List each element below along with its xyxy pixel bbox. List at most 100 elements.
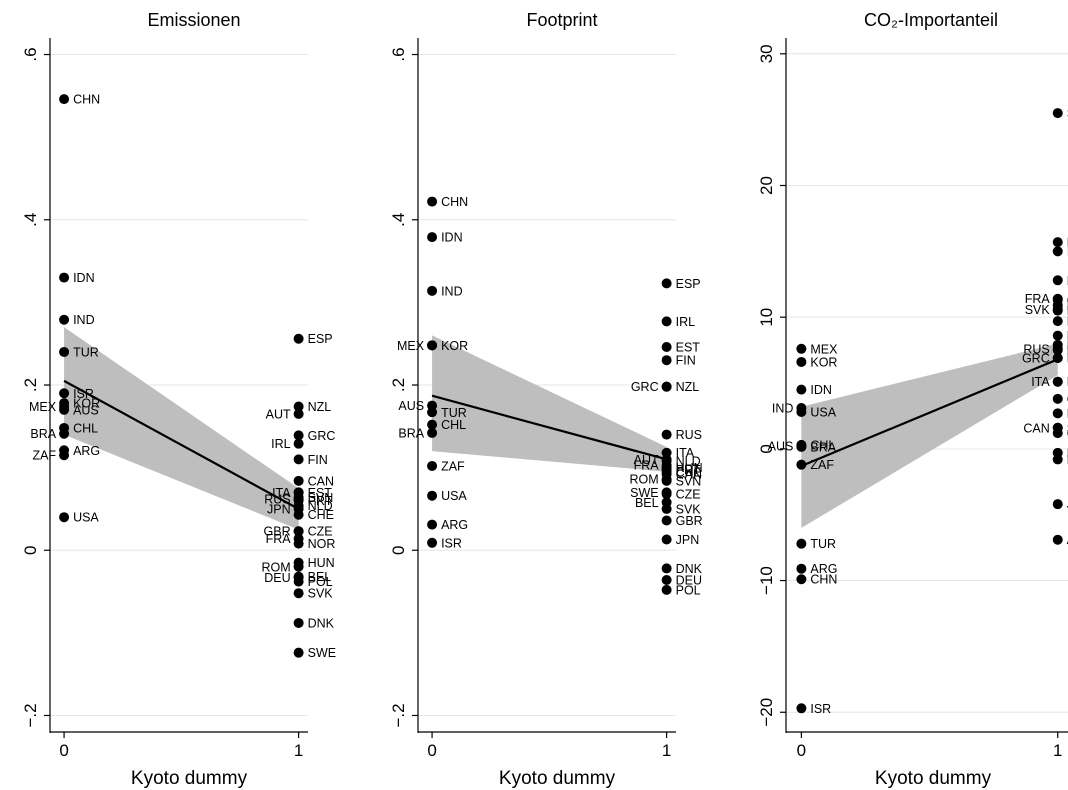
data-point <box>427 490 438 501</box>
point-label: CHE <box>676 465 702 479</box>
data-point <box>59 450 70 461</box>
point-label: ISR <box>441 536 462 550</box>
point-label: CHL <box>73 421 98 435</box>
point-label: PRT <box>308 494 333 508</box>
point-label: IRL <box>271 437 291 451</box>
y-tick-label: 30 <box>757 44 776 63</box>
y-tick-label: .6 <box>389 47 408 61</box>
data-point <box>661 316 672 327</box>
point-label: CHN <box>810 573 837 587</box>
data-point <box>661 475 672 486</box>
data-point <box>427 460 438 471</box>
point-label: IND <box>772 402 794 416</box>
point-label: ZAF <box>810 458 834 472</box>
data-point <box>661 355 672 366</box>
data-point <box>796 574 807 585</box>
point-label: BEL <box>1067 329 1068 343</box>
point-label: POL <box>676 583 701 597</box>
point-label: TUR <box>73 345 99 359</box>
point-label: POL <box>308 575 333 589</box>
point-label: ITA <box>272 486 291 500</box>
data-point <box>427 196 438 207</box>
y-tick-label: −.2 <box>389 703 408 727</box>
point-label: MEX <box>29 400 57 414</box>
confidence-band <box>801 343 1058 528</box>
y-tick-label: .4 <box>389 213 408 227</box>
point-label: FRA <box>1025 292 1051 306</box>
point-label: ROM <box>1067 315 1068 329</box>
data-point <box>293 561 304 572</box>
data-point <box>796 563 807 574</box>
point-label: ESP <box>676 277 701 291</box>
data-point <box>796 406 807 417</box>
point-label: GRC <box>631 380 659 394</box>
data-point <box>293 408 304 419</box>
data-point <box>293 647 304 658</box>
data-point <box>293 588 304 599</box>
point-label: PRT <box>676 463 701 477</box>
y-tick-label: 10 <box>757 308 776 327</box>
point-label: CHL <box>441 418 466 432</box>
point-label: DEU <box>1067 446 1068 460</box>
data-point <box>427 427 438 438</box>
data-point <box>796 384 807 395</box>
data-point <box>427 537 438 548</box>
point-label: GRC <box>1022 352 1050 366</box>
point-label: HUN <box>1067 299 1068 313</box>
point-label: IND <box>441 284 463 298</box>
data-point <box>661 429 672 440</box>
y-tick-label: −20 <box>757 698 776 727</box>
point-label: NLD <box>1067 352 1068 366</box>
point-label: DEU <box>264 571 290 585</box>
point-label: USA <box>810 405 836 419</box>
point-label: FIN <box>308 453 328 467</box>
point-label: IDN <box>73 271 95 285</box>
point-label: ZAF <box>32 449 56 463</box>
data-point <box>427 407 438 418</box>
data-point <box>661 489 672 500</box>
point-label: ROM <box>261 560 290 574</box>
chart-panel-1: −.2 0 .2 .4 .6 0 1 Kyoto dummy Emissionen CHN IDN I… <box>21 10 336 789</box>
point-label: FRA <box>634 459 660 473</box>
data-point <box>661 563 672 574</box>
point-label: KOR <box>810 355 837 369</box>
data-point <box>293 617 304 628</box>
point-label: AUT <box>634 453 659 467</box>
point-label: HUN <box>676 461 703 475</box>
point-label: USA <box>73 511 99 525</box>
point-label: CZE <box>676 488 701 502</box>
data-point <box>796 538 807 549</box>
point-label: EST <box>676 340 701 354</box>
data-point <box>59 512 70 523</box>
data-point <box>1052 305 1063 316</box>
data-point <box>59 272 70 283</box>
data-point <box>293 333 304 344</box>
point-label: SVK <box>308 587 334 601</box>
data-point <box>796 459 807 470</box>
data-point <box>661 341 672 352</box>
chart-title: Emissionen <box>147 10 240 30</box>
point-label: RUS <box>676 428 702 442</box>
point-label: ROM <box>629 473 658 487</box>
point-label: NZL <box>308 400 332 414</box>
point-label: BRA <box>810 440 836 454</box>
point-label: CHL <box>810 438 835 452</box>
point-label: TUR <box>810 537 836 551</box>
data-point <box>661 503 672 514</box>
point-label: POL <box>1067 453 1068 467</box>
point-label: SVK <box>676 502 702 516</box>
panels: −.2 0 .2 .4 .6 0 1 Kyoto dummy Emissionen CHN IDN I… <box>21 10 1068 789</box>
chart-title: Footprint <box>526 10 597 30</box>
x-tick-label: 0 <box>797 741 806 760</box>
point-label: SVN <box>676 474 702 488</box>
data-point <box>661 534 672 545</box>
point-label: ESP <box>1067 344 1068 358</box>
data-point <box>1052 246 1063 257</box>
point-label: DNK <box>1067 338 1068 352</box>
data-point <box>293 401 304 412</box>
y-tick-label: −10 <box>757 566 776 595</box>
point-label: GBR <box>264 525 291 539</box>
point-label: ARG <box>441 518 468 532</box>
data-point <box>1052 330 1063 341</box>
y-tick-label: 0 <box>757 444 776 453</box>
